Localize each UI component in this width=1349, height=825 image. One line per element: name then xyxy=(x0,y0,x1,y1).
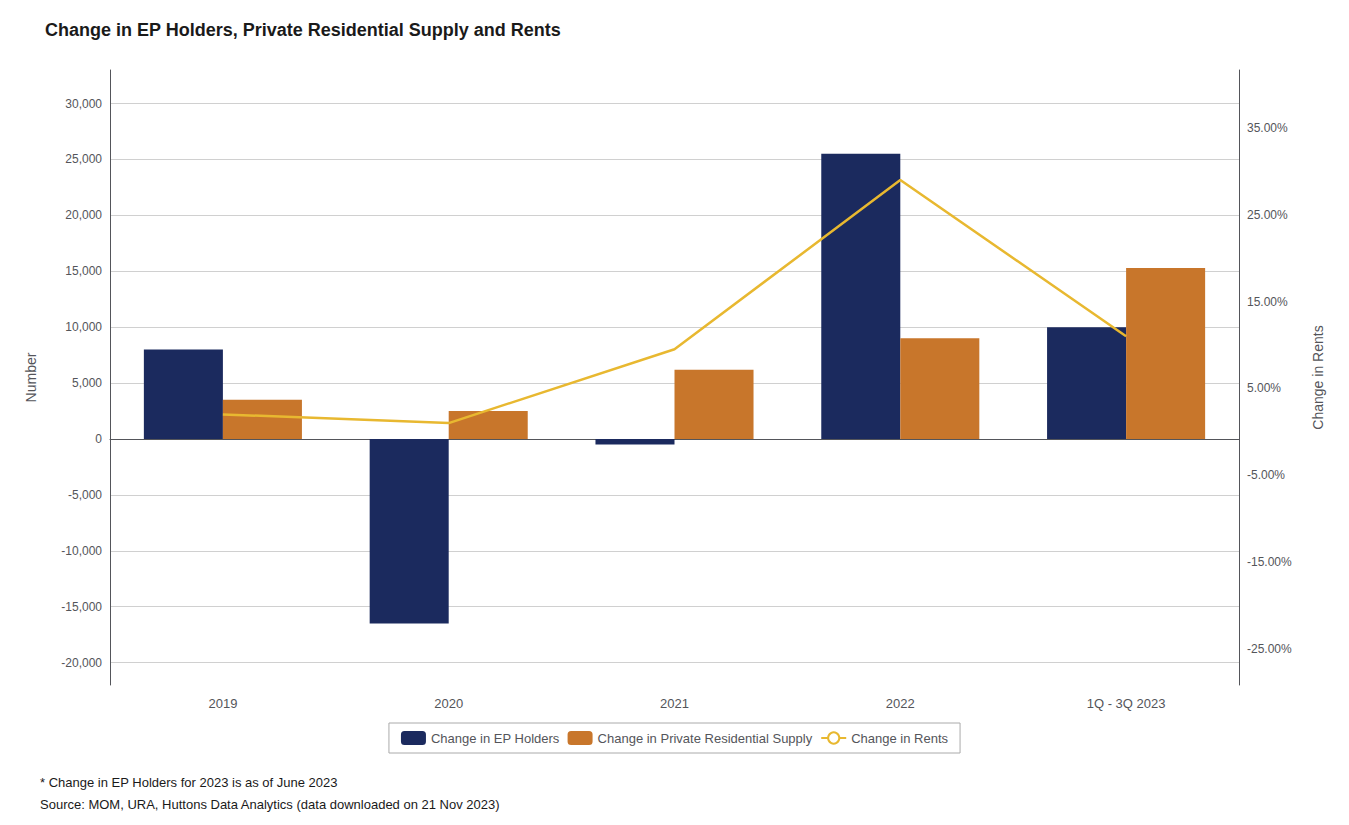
svg-text:-5,000: -5,000 xyxy=(68,488,102,502)
svg-text:Change in EP Holders, Private: Change in EP Holders, Private Residentia… xyxy=(45,20,561,40)
svg-text:5.00%: 5.00% xyxy=(1247,381,1281,395)
svg-text:Change in Rents: Change in Rents xyxy=(851,731,948,746)
svg-text:35.00%: 35.00% xyxy=(1247,121,1288,135)
svg-text:Number: Number xyxy=(23,352,39,402)
svg-text:-25.00%: -25.00% xyxy=(1247,642,1292,656)
svg-text:Change in EP Holders: Change in EP Holders xyxy=(431,731,560,746)
svg-text:15,000: 15,000 xyxy=(65,264,102,278)
svg-text:-15.00%: -15.00% xyxy=(1247,555,1292,569)
svg-text:Change in Private Residential: Change in Private Residential Supply xyxy=(598,731,813,746)
svg-text:10,000: 10,000 xyxy=(65,320,102,334)
svg-text:Change in Rents: Change in Rents xyxy=(1310,325,1326,429)
svg-text:-5.00%: -5.00% xyxy=(1247,468,1285,482)
svg-text:* Change in EP Holders for 202: * Change in EP Holders for 2023 is as of… xyxy=(40,775,338,790)
svg-text:0: 0 xyxy=(95,432,102,446)
svg-text:-10,000: -10,000 xyxy=(61,544,102,558)
svg-text:25.00%: 25.00% xyxy=(1247,208,1288,222)
svg-text:20,000: 20,000 xyxy=(65,208,102,222)
svg-text:-20,000: -20,000 xyxy=(61,656,102,670)
svg-text:-15,000: -15,000 xyxy=(61,600,102,614)
svg-text:Source: MOM, URA, Huttons Data: Source: MOM, URA, Huttons Data Analytics… xyxy=(40,797,500,812)
svg-text:2019: 2019 xyxy=(208,696,237,711)
svg-text:5,000: 5,000 xyxy=(72,376,102,390)
svg-text:2022: 2022 xyxy=(886,696,915,711)
svg-text:2021: 2021 xyxy=(660,696,689,711)
svg-text:2020: 2020 xyxy=(434,696,463,711)
svg-text:1Q - 3Q 2023: 1Q - 3Q 2023 xyxy=(1087,696,1166,711)
svg-text:30,000: 30,000 xyxy=(65,97,102,111)
svg-text:25,000: 25,000 xyxy=(65,152,102,166)
svg-text:15.00%: 15.00% xyxy=(1247,295,1288,309)
